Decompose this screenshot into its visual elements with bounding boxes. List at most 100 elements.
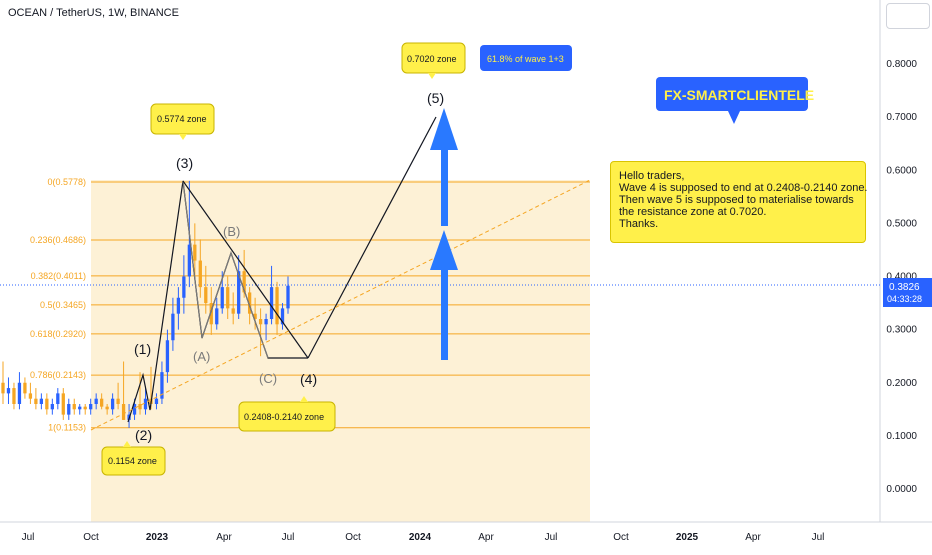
candle-body [220, 287, 224, 309]
fib-level-label: 0.382(0.4011) [31, 271, 86, 281]
price-axis-tick: 0.3000 [886, 325, 917, 336]
note-line: Thanks. [619, 218, 659, 230]
candle-body [253, 313, 257, 319]
toolbar-box[interactable] [886, 3, 930, 29]
wave-label-5: (5) [427, 90, 444, 106]
price-axis: 0.8000 0.7000 0.6000 0.5000 0.4000 0.3000 0.20… [886, 59, 917, 495]
candle-body [89, 404, 93, 410]
candle-body [247, 292, 252, 314]
candle-body [78, 406, 82, 410]
candle-body [193, 244, 197, 261]
note-box: Hello traders, Wave 4 is supposed to end… [610, 161, 868, 243]
fib-level-label: 0.5(0.3465) [40, 300, 86, 310]
note-line: the resistance zone at 0.7020. [619, 206, 767, 218]
candle-body [198, 260, 202, 288]
candle-body [83, 406, 87, 410]
candle-body [45, 398, 49, 410]
arrow-lower-icon [430, 230, 458, 360]
candle-body [286, 285, 290, 309]
fib-level-label: 0.236(0.4686) [30, 235, 86, 245]
time-axis-tick: Apr [745, 532, 761, 543]
candle-body [209, 303, 213, 325]
candle-body [34, 398, 38, 404]
time-axis-tick: 2024 [409, 532, 432, 543]
candle-body [275, 287, 279, 325]
wave-3-to-4-line [182, 180, 309, 359]
time-axis-tick: Jul [812, 532, 825, 543]
fib-levels: 0(0.5778) 0.236(0.4686) 0.382(0.4011) 0.5(0… [30, 177, 590, 433]
price-axis-tick: 0.1000 [886, 431, 917, 442]
candle-body [269, 287, 274, 319]
candle-body [6, 388, 11, 394]
brand-callout: FX-SMARTCLIENTELE [656, 77, 814, 124]
candle-body [110, 398, 115, 410]
current-price-tag: 0.3826 04:33:28 [883, 278, 932, 307]
wave-label-a: (A) [193, 349, 210, 364]
candle-body [17, 382, 22, 404]
candle-body [116, 398, 120, 404]
wave-label-4: (4) [300, 371, 317, 387]
wave-label-3: (3) [176, 155, 193, 171]
time-axis-tick: Jul [545, 532, 558, 543]
time-axis-tick: Apr [478, 532, 494, 543]
candle-body [143, 398, 148, 410]
projected-wave-5 [307, 116, 437, 359]
candle-body [100, 398, 104, 407]
candle-body [72, 404, 76, 410]
candle-body [105, 406, 109, 410]
svg-text:0.7020 zone: 0.7020 zone [407, 54, 457, 64]
candle-body [215, 308, 219, 325]
candle-body [12, 388, 16, 404]
candle-body [121, 404, 126, 420]
candle-body [154, 398, 159, 404]
candle-body [23, 382, 27, 394]
time-axis: Jul Oct 2023 Apr Jul Oct 2024 Apr Jul Oct 2025 Apr J… [22, 532, 825, 543]
time-axis-tick: 2025 [676, 532, 699, 543]
time-axis-tick: Oct [345, 532, 361, 543]
time-axis-tick: Oct [613, 532, 629, 543]
note-line: Hello traders, [619, 170, 685, 182]
candle-body [61, 393, 65, 415]
candle-body [176, 297, 181, 314]
time-axis-tick: Jul [22, 532, 35, 543]
price-axis-tick: 0.2000 [886, 378, 917, 389]
callout-fib-618: 61.8% of wave 1+3 [480, 45, 572, 71]
candle-body [160, 372, 164, 399]
price-axis-tick: 0.7000 [886, 112, 917, 123]
svg-text:0.1154 zone: 0.1154 zone [108, 456, 157, 466]
candle-body [187, 244, 191, 277]
price-axis-tick: 0.0000 [886, 484, 917, 495]
time-axis-tick: Oct [83, 532, 99, 543]
svg-text:FX-SMARTCLIENTELE: FX-SMARTCLIENTELE [664, 87, 814, 103]
wave-label-c: (C) [259, 371, 277, 386]
fib-level-label: 0.786(0.2143) [30, 370, 86, 380]
wave-label-b: (B) [223, 224, 240, 239]
abc-correction-path [182, 180, 269, 359]
chart-title: OCEAN / TetherUS, 1W, BINANCE [8, 7, 179, 19]
price-axis-tick: 0.8000 [886, 59, 917, 70]
fib-level-label: 0(0.5778) [47, 177, 86, 187]
candle-body [280, 308, 285, 325]
callout-0702-zone: 0.7020 zone [401, 42, 466, 79]
callout-0577-zone: 0.5774 zone [150, 103, 215, 140]
time-axis-tick: Jul [282, 532, 295, 543]
candle-body [204, 287, 208, 304]
time-axis-tick: Apr [216, 532, 232, 543]
svg-text:0.5774 zone: 0.5774 zone [157, 114, 207, 124]
fib-level-label: 1(0.1153) [48, 423, 86, 433]
arrow-upper-icon [430, 108, 458, 226]
price-axis-tick: 0.4000 [886, 272, 917, 283]
time-axis-tick: 2023 [146, 532, 169, 543]
wave-label-2: (2) [135, 427, 152, 443]
candle-body [171, 313, 175, 341]
candle-body [242, 271, 246, 293]
candle-body [138, 404, 142, 410]
fib-zone-fill [91, 180, 590, 522]
candle-body [226, 287, 230, 309]
svg-text:0.3826: 0.3826 [889, 282, 920, 293]
candle-body [132, 404, 137, 415]
candle-body [237, 271, 241, 314]
callout-0115-zone: 0.1154 zone [101, 441, 166, 476]
